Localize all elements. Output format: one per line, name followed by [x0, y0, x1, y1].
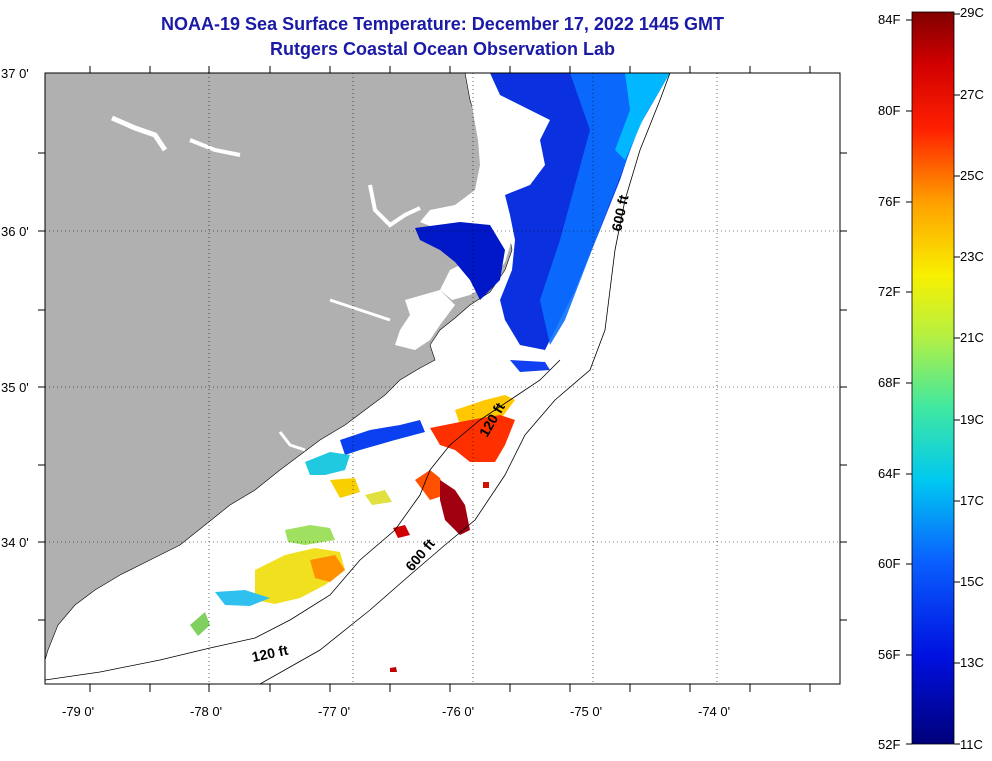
colorbar-label-f: 64F [878, 466, 901, 481]
colorbar-label-c: 19C [960, 412, 984, 427]
lon-label: -77 0' [318, 704, 351, 719]
lat-label: 34 0' [1, 535, 29, 550]
colorbar-label-f: 52F [878, 737, 901, 752]
sst-warm-region [430, 415, 515, 462]
sst-cold-region [510, 360, 550, 372]
sst-hot-region [390, 667, 397, 672]
sst-hot-region [483, 482, 489, 488]
river [329, 298, 391, 322]
sst-cool-region [330, 478, 360, 498]
colorbar-label-f: 60F [878, 556, 901, 571]
lat-label: 36 0' [1, 224, 29, 239]
graticule [45, 73, 840, 684]
colorbar-label-c: 27C [960, 87, 984, 102]
sst-swath-edge [615, 73, 670, 160]
colorbar-label-f: 80F [878, 103, 901, 118]
map-subtitle: Rutgers Coastal Ocean Observation Lab [269, 39, 616, 59]
lon-label: -79 0' [62, 704, 95, 719]
river [111, 115, 168, 152]
contour-120ft [45, 359, 561, 681]
sst-warm-region [415, 470, 445, 500]
contour-label-600ft-upper: 600 ft [608, 193, 631, 232]
colorbar-label-c: 13C [960, 655, 984, 670]
map-title: NOAA-19 Sea Surface Temperature: Decembe… [161, 14, 724, 34]
river [189, 138, 241, 157]
contour-label-120ft-lower: 120 ft [250, 642, 289, 665]
colorbar-label-c: 29C [960, 5, 984, 20]
colorbar-label-c: 17C [960, 493, 984, 508]
sound-water [395, 290, 455, 350]
lon-label: -75 0' [570, 704, 603, 719]
sst-mid-region [215, 590, 270, 606]
colorbar [911, 11, 955, 745]
lon-label: -74 0' [698, 704, 731, 719]
sst-swath-edge [540, 73, 670, 345]
colorbar-label-f: 68F [878, 375, 901, 390]
sst-cool-region [340, 420, 425, 455]
colorbar-label-f: 76F [878, 194, 901, 209]
colorbar-ticks [906, 13, 960, 745]
lat-label: 37 0' [1, 66, 29, 81]
colorbar-label-f: 56F [878, 647, 901, 662]
colorbar-label-f: 84F [878, 12, 901, 27]
lat-label: 35 0' [1, 380, 29, 395]
river [368, 184, 421, 228]
sst-mid-region [190, 612, 210, 636]
sst-hot-region [440, 480, 470, 535]
sst-cold-region [415, 222, 505, 300]
sst-cool-region [365, 490, 392, 505]
lon-label: -78 0' [190, 704, 223, 719]
sst-mid-region [310, 555, 345, 582]
colorbar-label-c: 25C [960, 168, 984, 183]
river [278, 431, 306, 452]
colorbar-label-c: 21C [960, 330, 984, 345]
colorbar-label-f: 72F [878, 284, 901, 299]
colorbar-label-c: 11C [960, 737, 983, 752]
sst-cool-region [305, 452, 350, 475]
colorbar-label-c: 23C [960, 249, 984, 264]
colorbar-label-c: 15C [960, 574, 984, 589]
axis-ticks [38, 66, 847, 692]
map-border [44, 72, 841, 685]
sst-mid-region [285, 525, 335, 545]
lon-label: -76 0' [442, 704, 475, 719]
sst-hot-region [393, 525, 410, 538]
contour-600ft [259, 73, 671, 684]
